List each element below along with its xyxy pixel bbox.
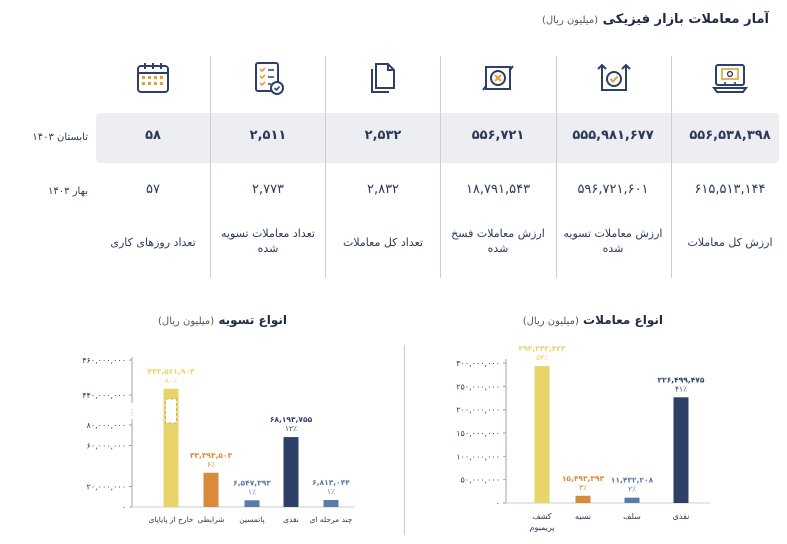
y-tick-label: ۰ <box>122 503 126 512</box>
data-label: ۳۳,۳۹۳,۵۰۳ <box>190 451 233 460</box>
settled-value-current: ۵۵۵,۹۸۱,۶۷۷ <box>572 128 654 143</box>
axis-break-mark: ⋮ <box>128 408 136 417</box>
column-divider <box>440 56 441 278</box>
x-tick-label: نقدی <box>283 515 299 524</box>
x-tick-label: پاتمسین <box>239 515 264 524</box>
bar-1 <box>575 495 591 503</box>
data-label: ۱۱,۴۳۲,۲۰۸ <box>611 476 654 485</box>
total-value-current: ۵۵۶,۵۳۸,۳۹۸ <box>689 128 771 143</box>
bar-2 <box>244 500 260 507</box>
deal-types-chart-title: انواع معاملات (میلیون ریال) <box>522 313 663 327</box>
current-period-band <box>96 113 779 163</box>
checklist-icon <box>255 62 284 95</box>
y-tick-label: ۴۴۰,۰۰۰,۰۰۰ <box>82 391 126 400</box>
bar-2 <box>624 497 640 503</box>
x-tick-label: کشف <box>532 512 551 521</box>
cancelled-x-icon <box>482 65 514 91</box>
x-tick-label: سلف <box>623 512 641 521</box>
y-tick-label: ۵۰,۰۰۰,۰۰۰ <box>461 476 500 485</box>
total-value-previous: ۶۱۵,۵۱۳,۱۴۴ <box>694 182 766 197</box>
y-tick-label: ۳۰۰,۰۰۰,۰۰۰ <box>456 359 500 368</box>
period-previous: بهار ۱۴۰۳ <box>48 186 88 197</box>
settled-count-previous: ۲,۷۷۳ <box>251 182 285 197</box>
bar-0 <box>534 366 550 503</box>
y-tick-label: ۱۵۰,۰۰۰,۰۰۰ <box>456 429 500 438</box>
settled-check-icon <box>597 63 631 91</box>
cancelled-value-label: ارزش معاملات فسخ شده <box>451 227 545 255</box>
bar-3 <box>283 437 299 507</box>
data-label: ۱۵,۴۹۳,۳۹۳ <box>562 474 605 483</box>
settlement-types-chart-title: انواع تسویه (میلیون ریال) <box>158 313 287 327</box>
data-label: ۲۲۶,۴۹۹,۴۷۵ <box>658 375 705 384</box>
x-tick-label: چند مرحله ای <box>310 515 353 524</box>
page-title: آمار معاملات بازار فیزیکی (میلیون ریال) <box>541 12 769 27</box>
data-label: ۲۹۳,۲۳۲,۴۲۳ <box>519 344 566 353</box>
workdays-current: ۵۸ <box>145 128 161 143</box>
deal-count-label: تعداد کل معاملات <box>342 236 424 249</box>
x-tick-label: نسیه <box>575 512 591 521</box>
column-divider <box>210 56 211 278</box>
y-tick-label: ۴۶۰,۰۰۰,۰۰۰ <box>82 356 126 365</box>
settled-value-label: ارزش معاملات تسویه شده <box>563 227 663 255</box>
percent-label: ۱۲٪ <box>285 424 297 433</box>
x-tick-label: شرایطی <box>198 515 225 524</box>
percent-label: ۱٪ <box>327 487 335 496</box>
deal-types-chart: ۰ ۵۰,۰۰۰,۰۰۰ ۱۰۰,۰۰۰,۰۰۰ ۱۵۰,۰۰۰,۰۰۰ ۲۰۰,۰۰۰… <box>456 344 710 532</box>
workdays-label: تعداد روزهای کاری <box>110 236 196 249</box>
x-tick-label: پریمیوم <box>530 523 555 532</box>
monitor-money-icon <box>712 64 748 93</box>
y-tick-label: ۰ <box>496 499 500 508</box>
percent-label: ۳٪ <box>579 483 587 492</box>
percent-label: ۱٪ <box>248 487 256 496</box>
column-divider <box>325 56 326 278</box>
documents-icon <box>371 63 395 93</box>
period-current: تابستان ۱۴۰۳ <box>32 132 88 143</box>
data-label: ۶۸,۱۹۳,۷۵۵ <box>270 415 313 424</box>
percent-label: ۶٪ <box>207 460 215 469</box>
y-tick-label: ۲۵۰,۰۰۰,۰۰۰ <box>456 382 500 391</box>
bar-4 <box>323 500 339 507</box>
bar-3 <box>673 397 689 503</box>
y-tick-label: ۲۰۰,۰۰۰,۰۰۰ <box>456 406 500 415</box>
cancelled-value-previous: ۱۸,۷۹۱,۵۴۳ <box>465 182 531 197</box>
cancelled-value-current: ۵۵۶,۷۲۱ <box>471 128 525 143</box>
bar-1 <box>203 472 219 507</box>
column-divider <box>671 56 672 278</box>
settled-count-label: تعداد معاملات تسویه شده <box>221 227 315 255</box>
y-tick-label: ۲۰,۰۰۰,۰۰۰ <box>87 483 126 492</box>
total-value-label: ارزش کل معاملات <box>687 236 773 249</box>
deal-count-previous: ۲,۸۳۲ <box>366 182 400 197</box>
x-tick-label: خارج از پایاپای <box>149 515 194 524</box>
calendar-icon <box>137 63 169 93</box>
column-divider <box>556 56 557 278</box>
percent-label: ۴۱٪ <box>675 384 687 393</box>
data-label: ۶,۸۱۳,۰۴۴ <box>312 478 350 487</box>
percent-label: ۲٪ <box>628 485 636 494</box>
percent-label: ۵۳٪ <box>536 353 548 362</box>
data-label: ۴۴۳,۵۶۱,۹۰۳ <box>148 367 195 376</box>
settlement-types-chart: ⋮ ۰ ۲۰,۰۰۰,۰۰۰ ۶۰,۰۰۰,۰۰۰ ۸۰,۰۰۰,۰۰۰ ۴۴۰,۰۰۰,… <box>82 356 355 524</box>
workdays-previous: ۵۷ <box>146 182 160 197</box>
y-tick-label: ۱۰۰,۰۰۰,۰۰۰ <box>456 452 500 461</box>
y-tick-label: ۶۰,۰۰۰,۰۰۰ <box>87 442 126 451</box>
charts-divider <box>404 345 405 535</box>
data-label: ۶,۵۴۷,۳۹۳ <box>233 478 271 487</box>
y-tick-label: ۸۰,۰۰۰,۰۰۰ <box>87 421 126 430</box>
settled-value-previous: ۵۹۶,۷۲۱,۶۰۱ <box>577 182 649 197</box>
deal-count-current: ۲,۵۳۲ <box>364 128 402 143</box>
x-tick-label: نقدی <box>673 512 690 521</box>
settled-count-current: ۲,۵۱۱ <box>249 128 287 143</box>
bar-break-mark <box>165 398 177 424</box>
percent-label: ۸۰٪ <box>165 376 177 385</box>
